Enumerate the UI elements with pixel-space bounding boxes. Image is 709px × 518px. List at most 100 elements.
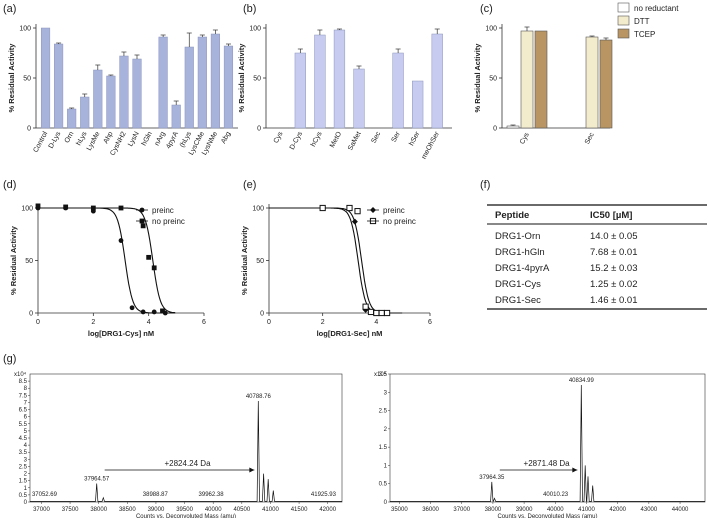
x-axis-title: Counts vs. Deconvoluted Mass (amu) bbox=[497, 514, 597, 518]
point-no-preinc bbox=[354, 208, 361, 215]
table-cell-ic50: 14.0 ± 0.05 bbox=[590, 231, 637, 242]
legend-label-no-preinc: no preinc bbox=[383, 217, 416, 226]
peak-label: 40788.76 bbox=[246, 394, 272, 400]
x-tick-label: 41500 bbox=[291, 507, 308, 513]
y-tick-label: 8 bbox=[24, 386, 28, 392]
bar-Control bbox=[40, 27, 51, 129]
peak-label: 40834.99 bbox=[569, 378, 595, 384]
y-tick-label: 5.5 bbox=[19, 422, 28, 428]
bar-hCys bbox=[314, 34, 326, 129]
legend-label-preinc: preinc bbox=[383, 206, 405, 215]
x-tick-label-meOhSer: meOhSer bbox=[421, 130, 442, 160]
x-tick-label: 42000 bbox=[319, 507, 336, 513]
y-tick-label: 100 bbox=[252, 206, 264, 213]
bar-Cys-TCEP bbox=[534, 30, 548, 129]
x-tick-label-Ser: Ser bbox=[391, 130, 403, 143]
x-tick-label: 43000 bbox=[641, 507, 658, 513]
x-tick-label: 35000 bbox=[391, 507, 408, 513]
panel-label-d: (d) bbox=[3, 179, 16, 191]
y-tick-label: 4 bbox=[24, 443, 28, 449]
x-tick-label-LysN: LysN bbox=[127, 131, 141, 148]
panel-label-e: (e) bbox=[243, 179, 256, 191]
bar-CysNH2 bbox=[119, 55, 129, 129]
x-tick-label: 39000 bbox=[516, 507, 533, 513]
spectrum-trace bbox=[390, 384, 705, 502]
x-tick-label: 0 bbox=[36, 319, 40, 326]
x-tick-label-Sec: Sec bbox=[370, 130, 382, 144]
point-no-preinc bbox=[373, 309, 380, 317]
panel-label-a: (a) bbox=[3, 3, 16, 15]
x-tick-label: 6 bbox=[202, 319, 206, 326]
y-tick-label: 3.5 bbox=[379, 372, 388, 378]
legend-swatch-TCEP bbox=[617, 28, 630, 39]
y-tick-label: 100 bbox=[249, 26, 261, 33]
x-tick-label-nArg: nArg bbox=[154, 131, 167, 147]
y-tick-label: 100 bbox=[485, 26, 497, 33]
point-no-preinc bbox=[383, 309, 391, 317]
y-tick-label: 1.5 bbox=[19, 479, 28, 485]
bar-hSer bbox=[412, 80, 424, 129]
table-cell-peptide: DRG1-4pyrA bbox=[495, 263, 550, 274]
point-no-preinc bbox=[367, 308, 375, 316]
peak-label: 40010.23 bbox=[543, 492, 569, 498]
table-cell-peptide: DRG1-Sec bbox=[495, 295, 541, 306]
y-tick-label: 0 bbox=[384, 500, 388, 506]
peak-label: 41925.93 bbox=[311, 492, 337, 498]
x-tick-label: 38500 bbox=[119, 507, 136, 513]
point-preinc bbox=[151, 309, 157, 315]
table-header-peptide: Peptide bbox=[495, 210, 529, 221]
legend-label-no-preinc: no preinc bbox=[152, 217, 185, 226]
y-axis-title: % Residual Activity bbox=[240, 225, 249, 295]
bar-Ser bbox=[392, 52, 404, 129]
x-tick-label: 0 bbox=[267, 319, 271, 326]
y-tick-label: 100 bbox=[21, 206, 33, 213]
point-no-preinc bbox=[362, 303, 369, 310]
bar-Cys-DTT bbox=[520, 30, 534, 129]
x-axis-title: log[DRG1-Sec] nM bbox=[317, 329, 383, 338]
x-tick-label-Orn: Orn bbox=[64, 131, 76, 145]
y-tick-label: 50 bbox=[489, 76, 497, 83]
x-tick-label-Cys: Cys bbox=[273, 130, 285, 144]
y-axis-title: % Residual Activity bbox=[237, 43, 246, 113]
y-tick-label: 0 bbox=[257, 126, 261, 133]
x-tick-label-Ahp: Ahp bbox=[103, 131, 115, 145]
y-tick-label: 2.5 bbox=[379, 409, 388, 415]
point-no-preinc bbox=[151, 265, 157, 271]
legend-label-preinc: preinc bbox=[152, 206, 174, 215]
x-tick-label-hCys: hCys bbox=[310, 130, 324, 148]
bar-meOhSer bbox=[431, 33, 443, 129]
point-no-preinc bbox=[160, 308, 165, 314]
y-tick-label: 5 bbox=[24, 429, 28, 435]
table-cell-peptide: DRG1-Cys bbox=[495, 279, 541, 290]
x-tick-label-hGln: hGln bbox=[141, 131, 154, 147]
y-tick-label: 3 bbox=[384, 390, 388, 396]
x-axis-title: log[DRG1-Cys] nM bbox=[88, 329, 154, 338]
mass-shift-label: +2871.48 Da bbox=[524, 459, 571, 468]
point-no-preinc bbox=[90, 205, 96, 211]
bar-D-Cys bbox=[294, 52, 306, 129]
y-tick-label: 0 bbox=[24, 500, 28, 506]
mass-shift-label: +2824.24 Da bbox=[164, 459, 211, 468]
x-axis-title: Counts vs. Deconvoluted Mass (amu) bbox=[136, 514, 236, 518]
y-tick-label: 0 bbox=[27, 126, 31, 133]
legend-label-DTT: DTT bbox=[634, 17, 650, 26]
y-tick-label: 50 bbox=[253, 76, 261, 83]
y-scale-label: x10⁴ bbox=[374, 371, 387, 378]
plot-frame bbox=[29, 373, 343, 503]
bar-LysCMe bbox=[197, 36, 207, 129]
peak-label: 37052.69 bbox=[32, 492, 58, 498]
legend-swatch-DTT bbox=[617, 15, 630, 26]
y-tick-label: 50 bbox=[256, 258, 264, 265]
x-tick-label-Control: Control bbox=[33, 130, 50, 154]
x-tick-label: 38000 bbox=[90, 507, 107, 513]
panel-label-b: (b) bbox=[243, 3, 256, 15]
x-tick-label: 40500 bbox=[233, 507, 250, 513]
point-no-preinc bbox=[140, 223, 146, 229]
x-tick-label-D-Cys: D-Cys bbox=[289, 130, 305, 151]
x-tick-label: 2 bbox=[91, 319, 95, 326]
panel-g-spectrum-left: x10⁴ 00.511.52 2.533.544.555.566.5 77.588.5… bbox=[14, 371, 343, 518]
bar-Sec-DTT bbox=[585, 36, 599, 129]
y-tick-label: 6 bbox=[24, 415, 28, 421]
table-cell-ic50: 15.2 ± 0.03 bbox=[590, 263, 637, 274]
